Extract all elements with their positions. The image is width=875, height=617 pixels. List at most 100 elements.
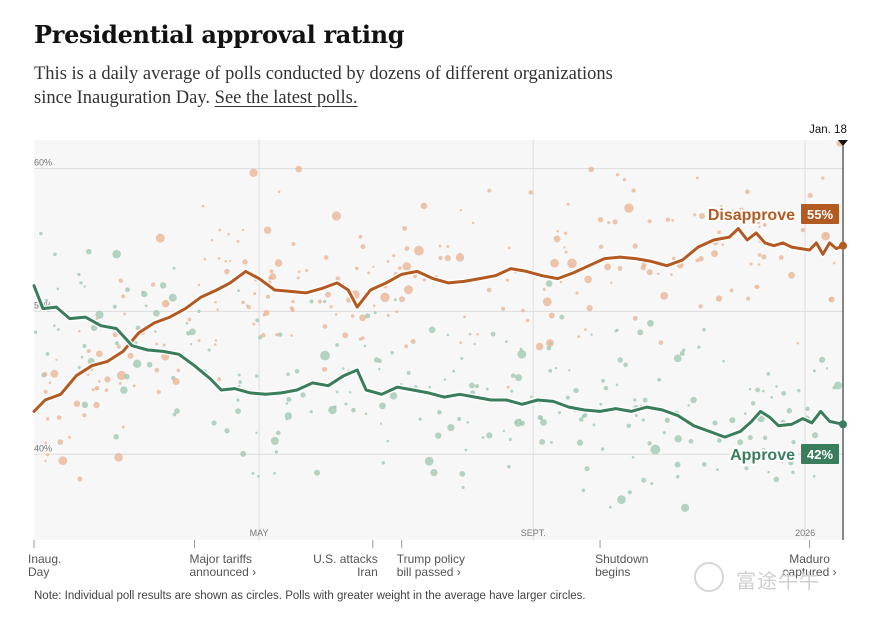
disapprove-poll-circle [86, 349, 91, 354]
approve-poll-circle [530, 395, 533, 399]
approve-poll-circle [406, 370, 411, 375]
disapprove-end-dot [839, 241, 847, 250]
approve-poll-circle [687, 404, 691, 407]
approve-poll-circle [390, 350, 394, 355]
event-label[interactable]: Maduro [789, 552, 830, 566]
approve-poll-circle [285, 402, 289, 405]
approve-poll-circle [56, 287, 60, 291]
disapprove-poll-circle [241, 300, 245, 305]
event-label: Day [28, 565, 49, 579]
disapprove-poll-circle [719, 205, 724, 210]
approve-poll-circle [743, 412, 747, 415]
disapprove-poll-circle [265, 294, 271, 299]
disapprove-poll-circle [756, 219, 761, 225]
approve-poll-circle [603, 385, 609, 391]
approve-poll-circle [389, 392, 398, 400]
event-label[interactable]: bill passed › [397, 565, 461, 579]
disapprove-poll-circle [528, 190, 534, 195]
latest-polls-link[interactable]: See the latest polls. [214, 88, 358, 108]
approve-poll-circle [120, 386, 128, 394]
disapprove-poll-circle [422, 278, 426, 282]
approve-poll-circle [309, 299, 314, 304]
approve-poll-circle [481, 436, 485, 439]
approve-poll-circle [762, 435, 768, 441]
x-tick-label: SEPT. [521, 528, 546, 538]
disapprove-poll-circle [807, 192, 813, 199]
approve-poll-circle [775, 385, 778, 388]
approve-poll-circle [608, 505, 612, 509]
event-label[interactable]: announced › [189, 565, 256, 579]
disapprove-poll-circle [48, 381, 52, 385]
approve-poll-circle [641, 418, 645, 422]
approve-poll-circle [615, 383, 619, 387]
approve-poll-circle [550, 440, 553, 444]
approve-poll-circle [168, 293, 177, 302]
disapprove-poll-circle [729, 288, 734, 293]
disapprove-poll-circle [444, 255, 451, 262]
approve-poll-circle [53, 324, 56, 327]
disapprove-poll-circle [711, 250, 718, 258]
disapprove-poll-circle [358, 337, 363, 341]
approve-poll-circle [342, 367, 345, 370]
watermark-icon [694, 562, 724, 592]
event-label[interactable]: Trump policy [397, 552, 465, 566]
approve-end-dot [839, 420, 847, 429]
disapprove-poll-circle [757, 253, 762, 257]
approve-poll-circle [697, 345, 701, 349]
approve-poll-circle [447, 424, 455, 432]
disapprove-poll-circle [566, 202, 570, 206]
disapprove-poll-circle [563, 246, 566, 249]
disapprove-poll-circle [403, 285, 413, 295]
disapprove-poll-circle [162, 343, 166, 347]
approve-poll-circle [144, 304, 148, 308]
approve-poll-circle [159, 282, 167, 289]
approve-poll-circle [576, 439, 584, 446]
approve-value-label: 42% [807, 447, 833, 462]
disapprove-poll-circle [550, 258, 559, 268]
disapprove-poll-circle [392, 254, 396, 258]
disapprove-poll-circle [367, 271, 371, 275]
current-date-label: Jan. 18 [809, 124, 847, 136]
approve-poll-circle [459, 470, 466, 477]
disapprove-poll-circle [459, 341, 462, 345]
disapprove-poll-circle [559, 280, 563, 284]
disapprove-poll-circle [438, 255, 443, 261]
approve-poll-circle [579, 417, 584, 422]
approve-poll-circle [286, 397, 292, 403]
approve-poll-circle [211, 420, 217, 426]
approve-poll-circle [446, 333, 450, 337]
approve-poll-circle [185, 321, 189, 325]
disapprove-poll-circle [334, 313, 338, 316]
approve-poll-circle [819, 356, 826, 363]
disapprove-poll-circle [693, 213, 697, 217]
approve-poll-circle [284, 412, 293, 420]
disapprove-poll-circle [335, 276, 341, 281]
approve-poll-circle [568, 369, 571, 372]
disapprove-poll-circle [542, 288, 546, 292]
disapprove-poll-circle [660, 291, 669, 300]
approve-poll-circle [825, 367, 829, 370]
disapprove-poll-circle [632, 243, 638, 249]
disapprove-poll-circle [118, 381, 122, 385]
approve-poll-circle [323, 299, 327, 304]
disapprove-poll-circle [275, 333, 279, 337]
disapprove-poll-circle [501, 306, 506, 311]
approve-poll-circle [45, 352, 50, 356]
disapprove-poll-circle [553, 235, 561, 243]
approve-poll-circle [717, 438, 722, 443]
disapprove-poll-circle [187, 317, 192, 322]
disapprove-poll-circle [717, 230, 721, 235]
event-label[interactable]: captured › [783, 565, 837, 579]
disapprove-poll-circle [172, 378, 180, 386]
disapprove-poll-circle [274, 259, 283, 267]
approve-poll-circle [716, 468, 719, 472]
approve-poll-circle [468, 332, 472, 336]
approve-poll-circle [309, 410, 313, 414]
disapprove-poll-circle [95, 350, 103, 358]
event-label[interactable]: Major tariffs [189, 552, 251, 566]
disapprove-poll-circle [402, 226, 408, 231]
y-tick-label: 60% [34, 158, 52, 168]
approve-poll-circle [112, 249, 121, 259]
